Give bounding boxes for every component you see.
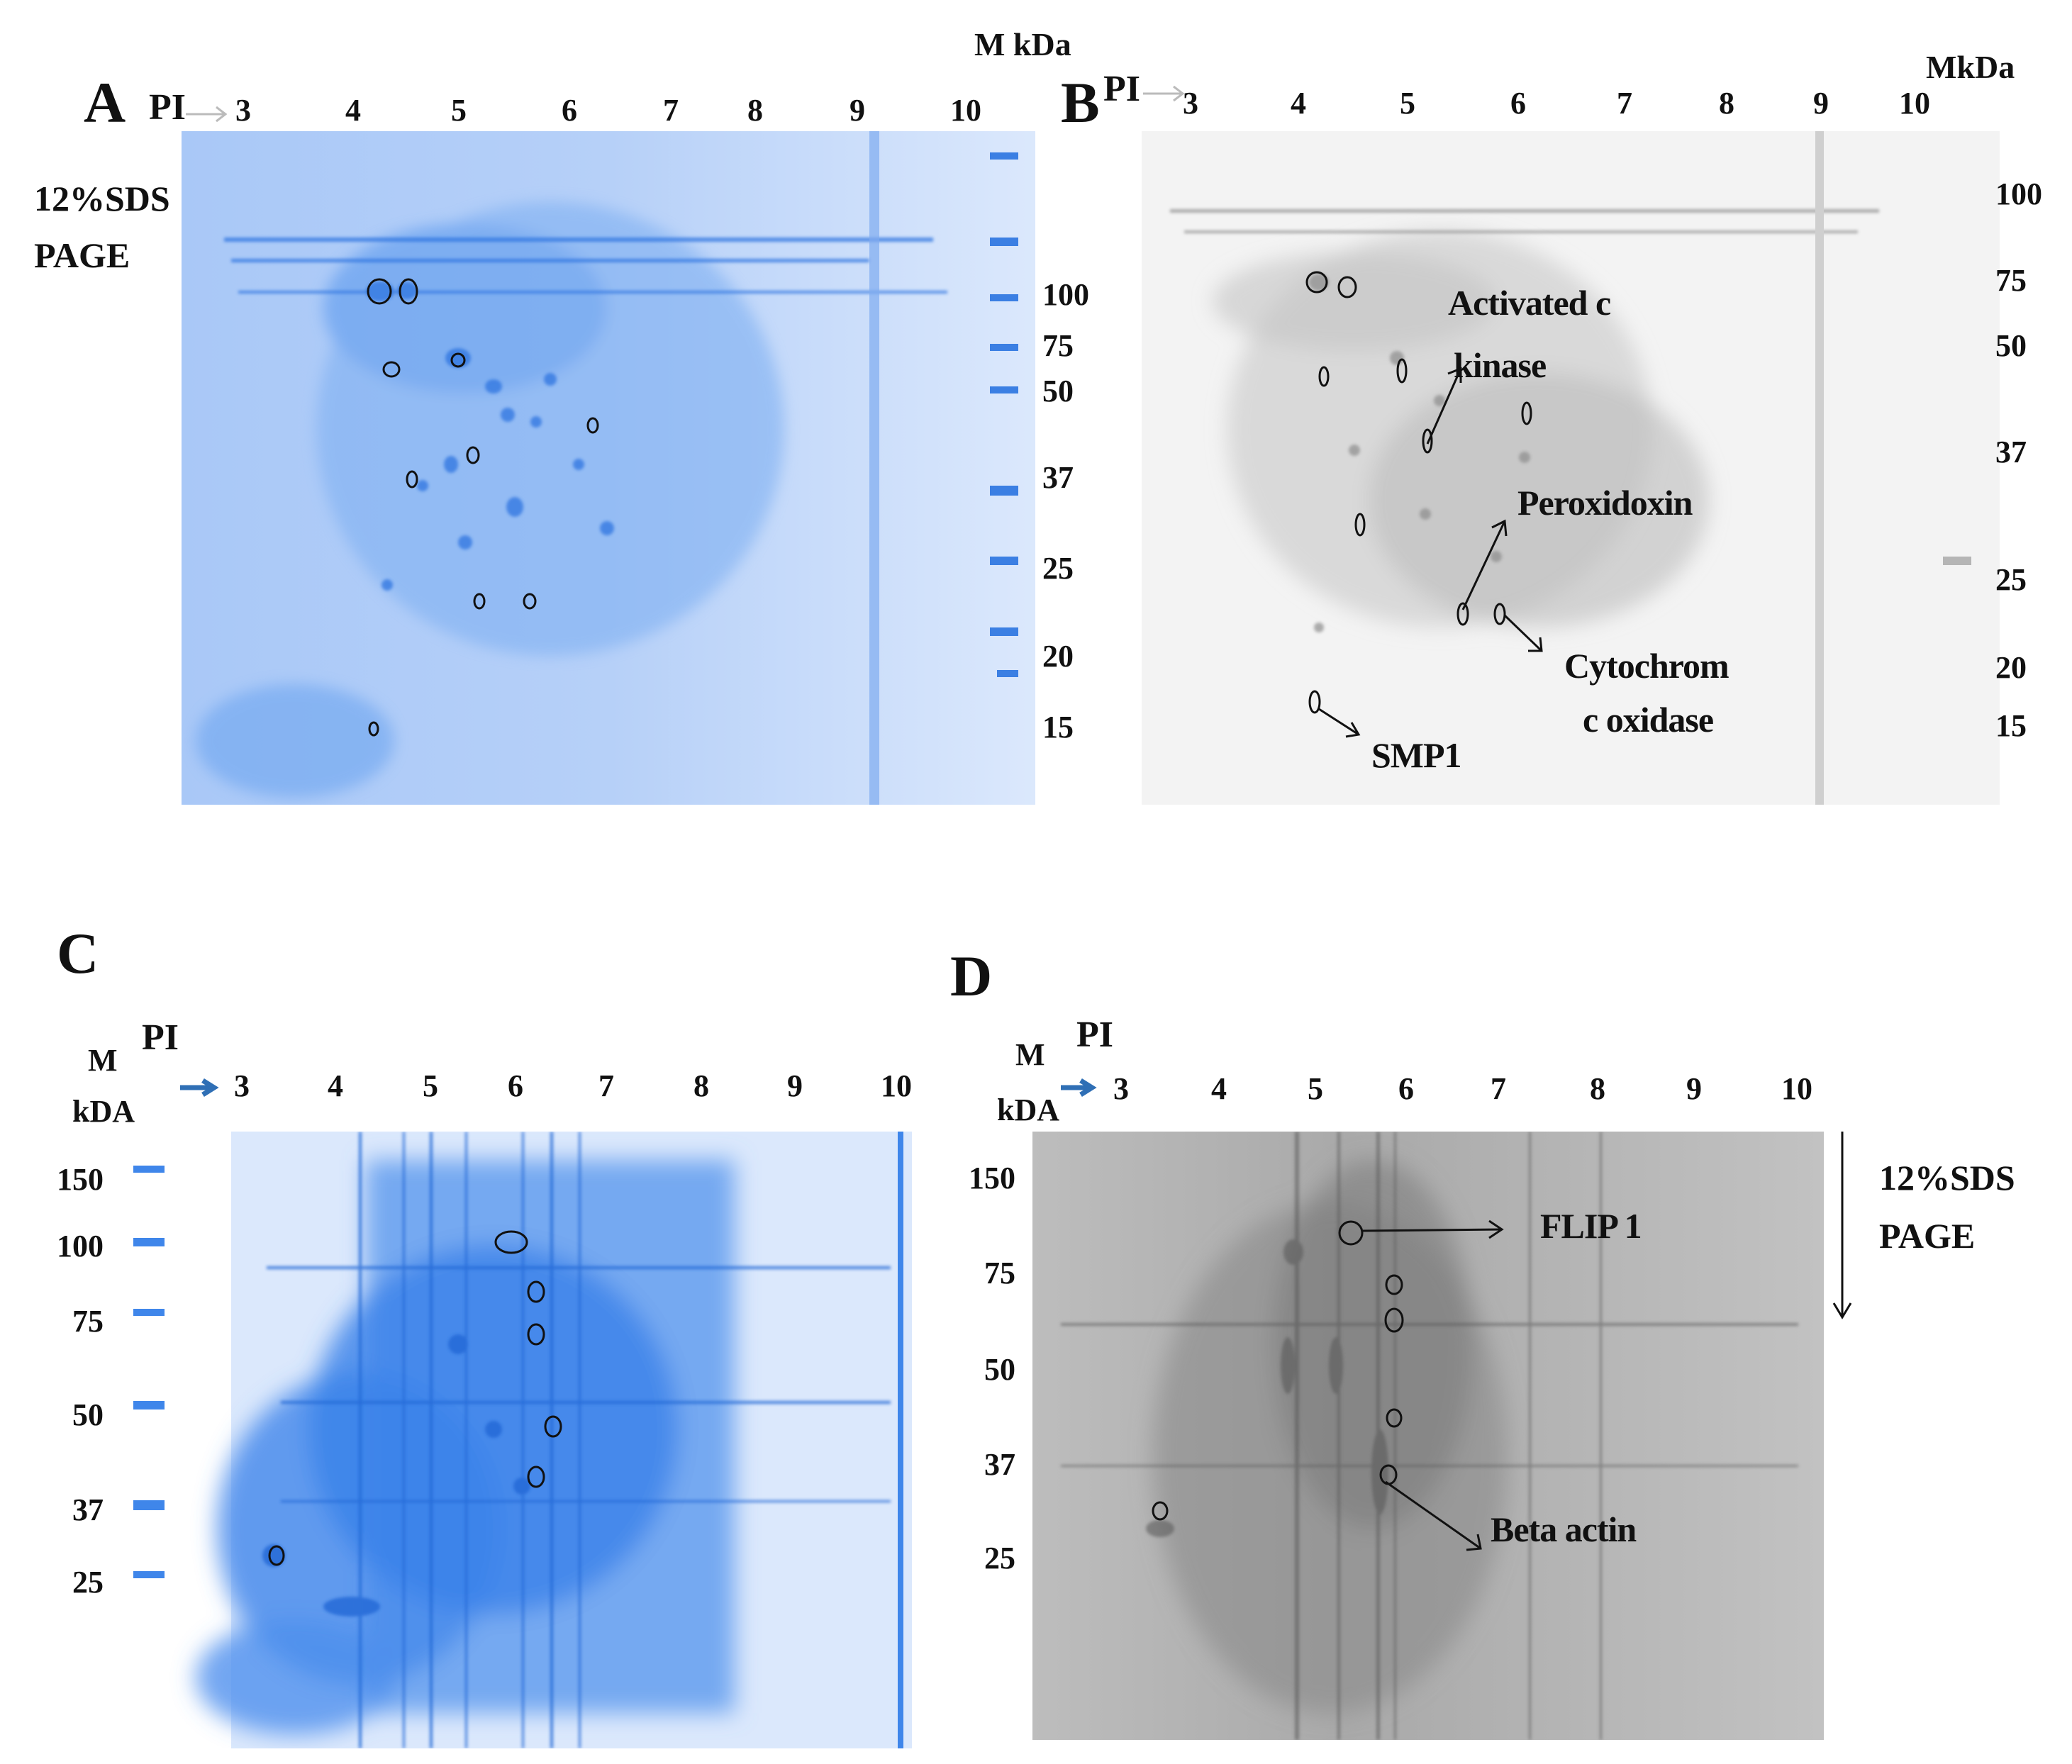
panel-c-pi-tick: 9 bbox=[787, 1068, 803, 1103]
panel-d-pi-tick: 3 bbox=[1113, 1071, 1129, 1106]
gel-image-a bbox=[182, 131, 1035, 805]
panel-c-mw-label: kDA bbox=[72, 1094, 135, 1129]
panel-d-mw-tick: 75 bbox=[984, 1256, 1015, 1290]
panel-a-pi-label: PI bbox=[149, 87, 186, 128]
panel-b-pi-tick: 5 bbox=[1400, 86, 1415, 121]
panel-b-pi-label: PI bbox=[1103, 69, 1140, 109]
panel-a-mw-unit: M kDa bbox=[974, 26, 1071, 62]
panel-a-side-note: 12%SDS bbox=[34, 179, 170, 218]
panel-a-mw-tick: 100 bbox=[1042, 277, 1089, 312]
annotation-smp1: SMP1 bbox=[1371, 735, 1462, 775]
panel-a-mw-tick: 15 bbox=[1042, 710, 1074, 744]
panel-b-mw-tick: 20 bbox=[1995, 650, 2027, 685]
panel-c-mw-tick: 75 bbox=[72, 1304, 104, 1339]
panel-c-mw-tick: 50 bbox=[72, 1397, 104, 1432]
annotation-activated-kinase: kinase bbox=[1454, 345, 1547, 385]
panel-b-pi-tick: 6 bbox=[1510, 86, 1526, 121]
panel-d-mw-tick: 25 bbox=[984, 1541, 1015, 1575]
panel-c-pi-tick: 5 bbox=[423, 1068, 438, 1103]
panel-b-label: B bbox=[1061, 70, 1100, 135]
panel-b-mw-tick: 25 bbox=[1995, 562, 2027, 597]
panel-d-mw-label: M bbox=[1015, 1037, 1045, 1072]
panel-d-mw-label: kDA bbox=[997, 1093, 1060, 1127]
panel-c-label: C bbox=[57, 921, 99, 986]
panel-a-pi-tick: 5 bbox=[451, 93, 467, 128]
panel-c-pi-tick: 4 bbox=[328, 1068, 343, 1103]
panel-a-pi-tick: 6 bbox=[562, 93, 577, 128]
annotation-cytochrom-c-oxidase: c oxidase bbox=[1583, 700, 1714, 739]
panel-d-mw-tick: 50 bbox=[984, 1352, 1015, 1387]
panel-c-pi-tick: 7 bbox=[598, 1068, 614, 1103]
gel-image-c bbox=[125, 1132, 912, 1748]
panel-a-mw-tick: 37 bbox=[1042, 460, 1074, 495]
panel-c-pi-tick: 8 bbox=[694, 1068, 709, 1103]
panel-c-mw-tick: 37 bbox=[72, 1492, 104, 1527]
annotation-peroxidoxin: Peroxidoxin bbox=[1517, 483, 1693, 523]
panel-a-mw-tick: 50 bbox=[1042, 374, 1074, 408]
annotation-activated-kinase: Activated c bbox=[1448, 283, 1611, 323]
annotation-beta-actin: Beta actin bbox=[1491, 1509, 1637, 1549]
panel-a-mw-tick: 25 bbox=[1042, 551, 1074, 586]
panel-d-pi-tick: 4 bbox=[1211, 1071, 1227, 1106]
panel-b-mw-tick: 100 bbox=[1995, 177, 2042, 211]
panel-b-pi-tick: 7 bbox=[1617, 86, 1632, 121]
panel-b-pi-tick: 8 bbox=[1719, 86, 1734, 121]
panel-d-label: D bbox=[950, 944, 993, 1008]
panel-a-pi-tick: 7 bbox=[663, 93, 679, 128]
panel-c-mw-tick: 25 bbox=[72, 1565, 104, 1600]
panel-a-pi-tick: 10 bbox=[950, 93, 981, 128]
panel-d-pi-label: PI bbox=[1076, 1015, 1113, 1055]
panel-d-pi-tick: 6 bbox=[1398, 1071, 1414, 1106]
panel-d-side-note: 12%SDS bbox=[1879, 1158, 2015, 1198]
panel-a-pi-tick: 3 bbox=[235, 93, 251, 128]
panel-a-pi-tick: 4 bbox=[345, 93, 361, 128]
panel-d-mw-tick: 37 bbox=[984, 1447, 1015, 1482]
panel-b-mw-tick: 75 bbox=[1995, 263, 2027, 298]
gel-image-b bbox=[1142, 131, 2000, 805]
annotation-cytochrom-c-oxidase: Cytochrom bbox=[1564, 646, 1730, 686]
panel-b-mw-unit: MkDa bbox=[1926, 49, 2015, 85]
panel-b-pi-tick: 3 bbox=[1183, 86, 1198, 121]
panel-d-pi-tick: 10 bbox=[1781, 1071, 1812, 1106]
panel-b-mw-tick: 15 bbox=[1995, 708, 2027, 743]
panel-a-mw-tick: 20 bbox=[1042, 639, 1074, 674]
panel-c-pi-tick: 6 bbox=[508, 1068, 523, 1103]
panel-b-pi-tick: 9 bbox=[1813, 86, 1829, 121]
panel-d-mw-tick: 150 bbox=[969, 1161, 1015, 1195]
panel-c-mw-label: M bbox=[88, 1043, 118, 1078]
panel-b-mw-tick: 37 bbox=[1995, 435, 2027, 469]
panel-c-pi-label: PI bbox=[142, 1017, 179, 1058]
panel-b-pi-tick: 10 bbox=[1899, 86, 1930, 121]
panel-c-mw-tick: 100 bbox=[57, 1229, 104, 1263]
panel-d-pi-tick: 5 bbox=[1308, 1071, 1323, 1106]
panel-d-pi-tick: 9 bbox=[1686, 1071, 1702, 1106]
panel-b-mw-tick: 50 bbox=[1995, 328, 2027, 363]
panel-d-side-note: PAGE bbox=[1879, 1216, 1976, 1256]
panel-c-pi-tick: 3 bbox=[234, 1068, 250, 1103]
panel-a-pi-tick: 8 bbox=[747, 93, 763, 128]
panel-a-pi-tick: 9 bbox=[850, 93, 865, 128]
panel-d-pi-tick: 7 bbox=[1491, 1071, 1506, 1106]
panel-c-pi-tick: 10 bbox=[881, 1068, 912, 1103]
panel-a-side-note: PAGE bbox=[34, 235, 130, 275]
panel-c-mw-tick: 150 bbox=[57, 1162, 104, 1197]
panel-a-mw-tick: 75 bbox=[1042, 328, 1074, 363]
gel-image-d bbox=[1032, 1132, 1824, 1740]
annotation-flip1: FLIP 1 bbox=[1540, 1206, 1642, 1246]
panel-a-label: A bbox=[84, 70, 126, 135]
panel-b-pi-tick: 4 bbox=[1291, 86, 1306, 121]
panel-d-pi-tick: 8 bbox=[1590, 1071, 1605, 1106]
